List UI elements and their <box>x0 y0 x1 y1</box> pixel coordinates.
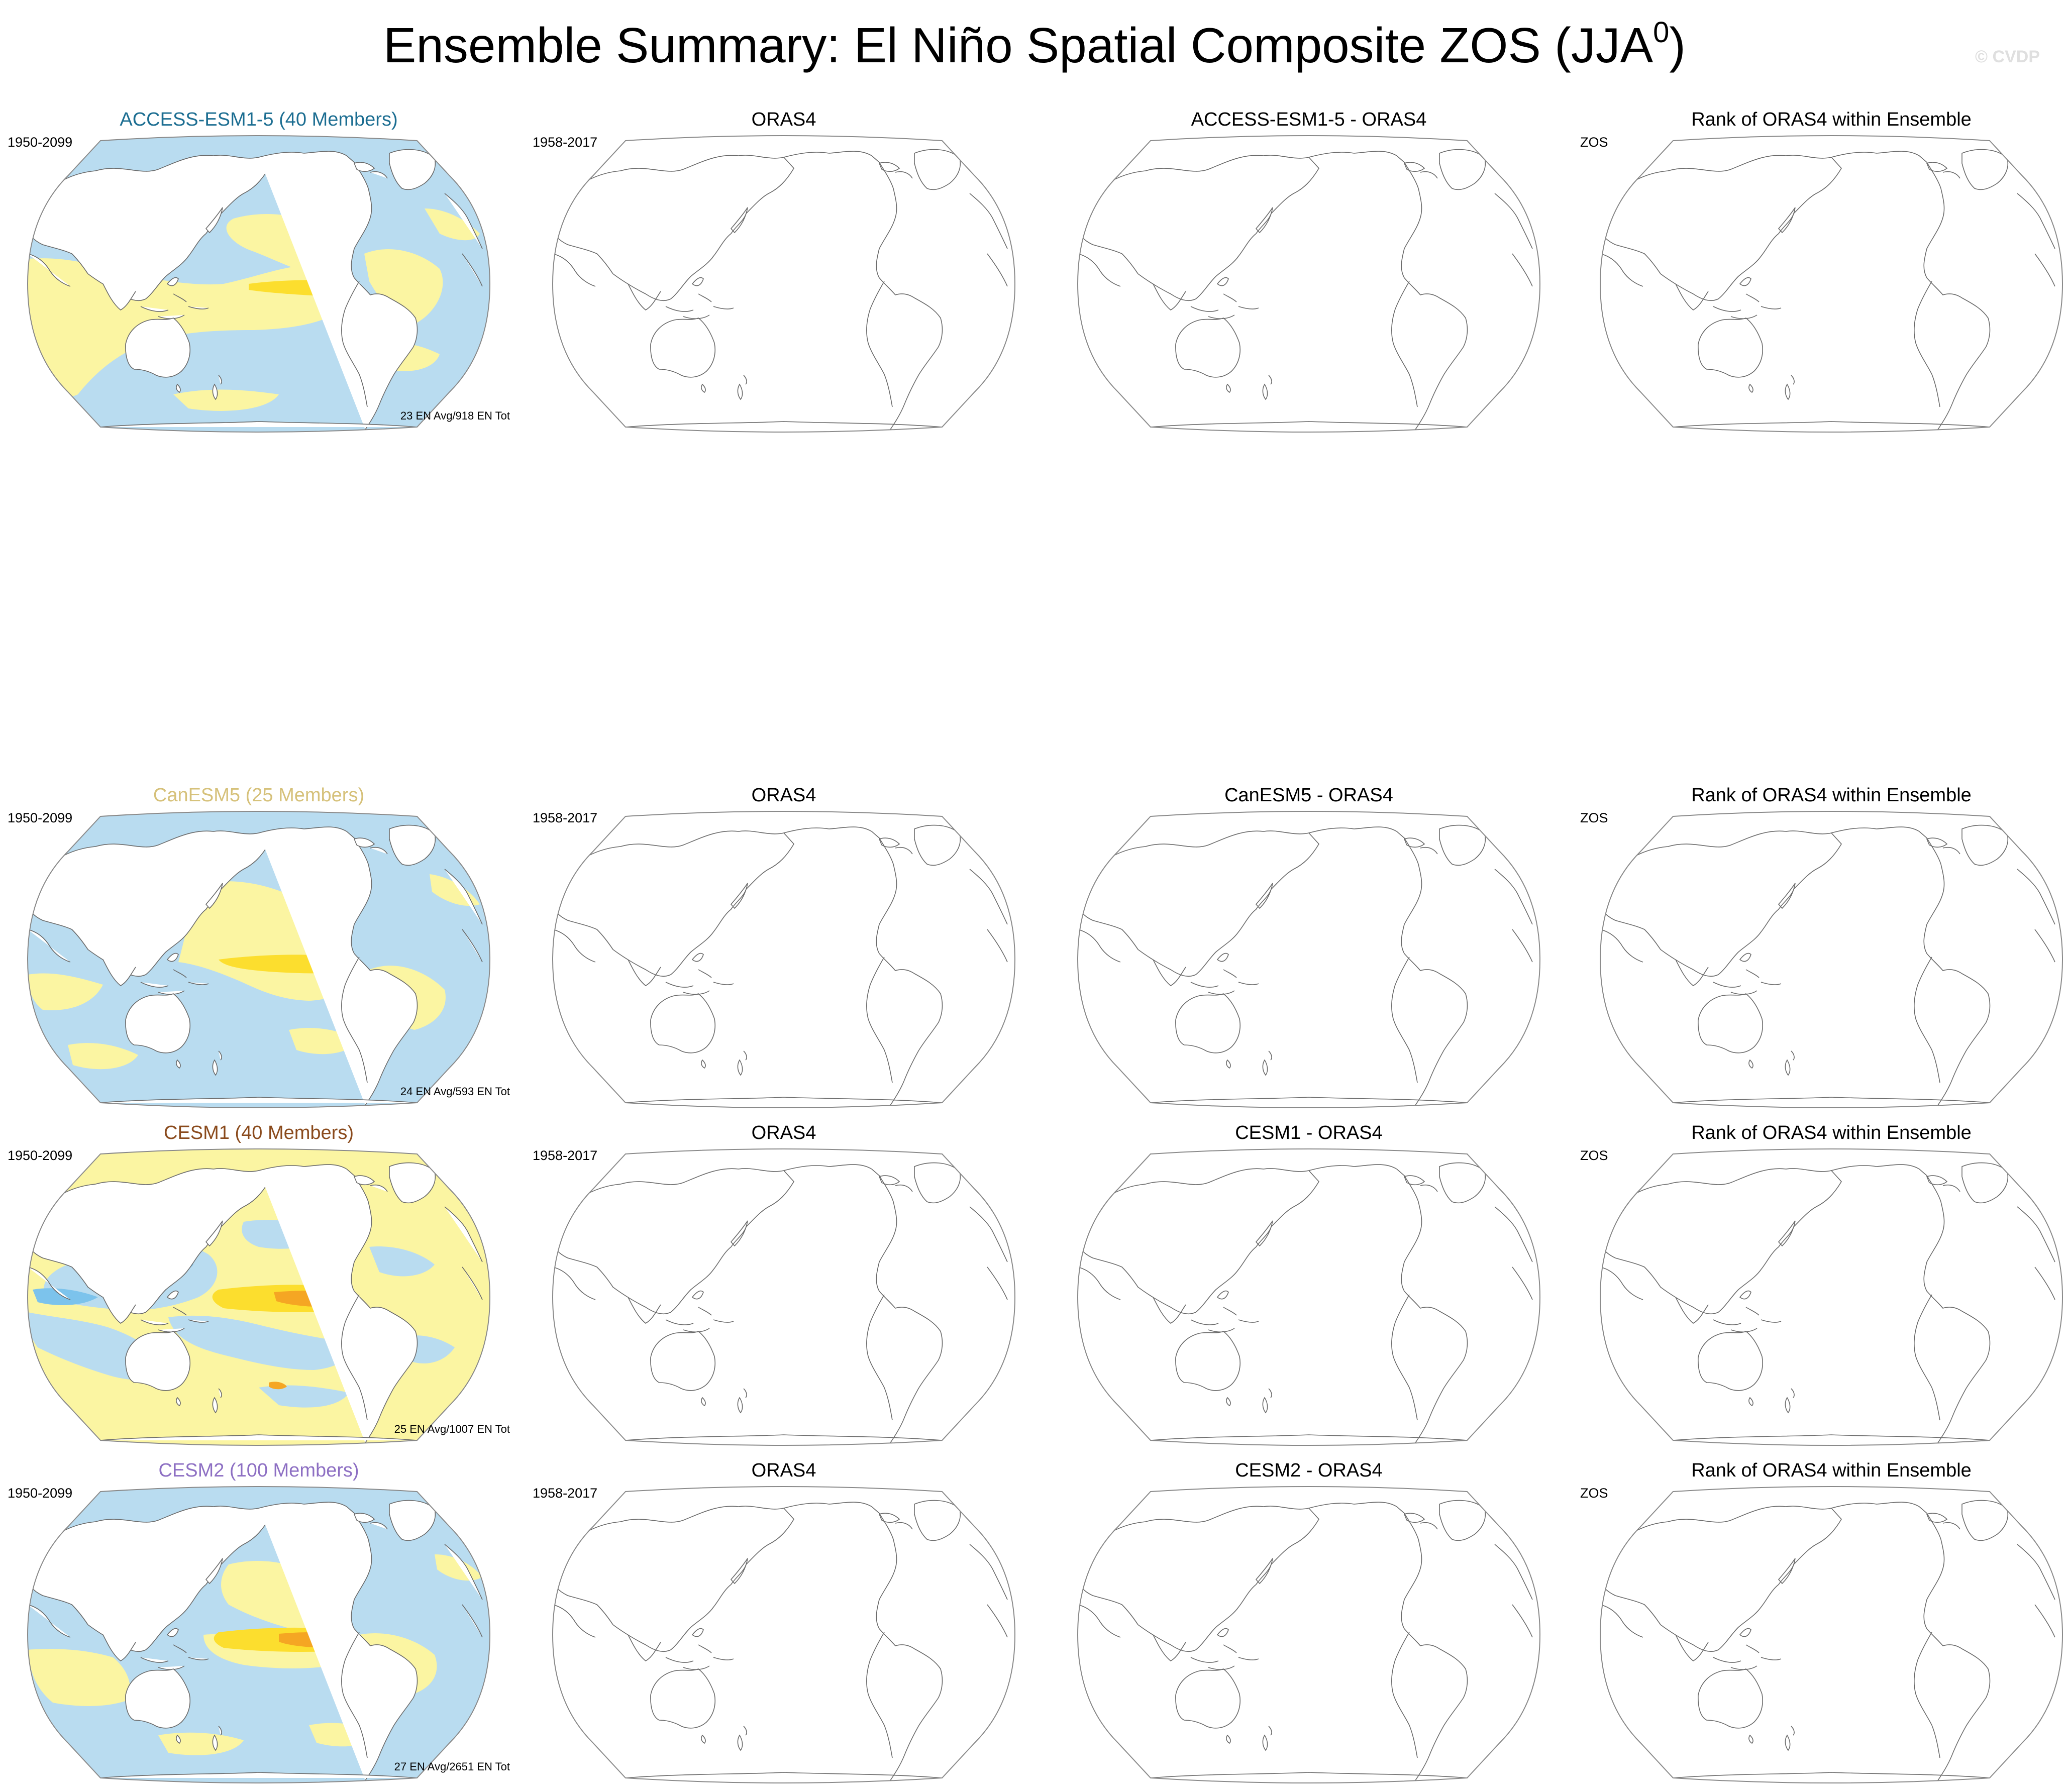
event-count: 24 EN Avg/593 EN Tot <box>400 1085 510 1098</box>
panel-title: Rank of ORAS4 within Ensemble <box>1691 785 1972 806</box>
event-count: 27 EN Avg/2651 EN Tot <box>394 1760 510 1773</box>
panel-title: Rank of ORAS4 within Ensemble <box>1691 1460 1972 1481</box>
cvdp-watermark: © CVDP <box>1975 47 2040 66</box>
panel-variable: ZOS <box>1580 810 1608 825</box>
map-panel-diff: CESM1 - ORAS4 <box>1058 1121 1560 1448</box>
panel-title: Rank of ORAS4 within Ensemble <box>1691 1122 1972 1143</box>
map-border <box>27 1148 491 1446</box>
panel-period: 1958-2017 <box>533 135 598 150</box>
map-border <box>552 1148 1016 1446</box>
coastlines <box>1600 1162 2055 1443</box>
coastlines <box>1600 1500 2055 1781</box>
map-border <box>27 1486 491 1783</box>
panel-title: CanESM5 (25 Members) <box>153 785 365 806</box>
coastlines <box>1078 1162 1533 1443</box>
map-panel-model: CESM1 (40 Members) 1950-2099 25 EN Avg/100… <box>8 1121 510 1448</box>
world-map <box>1077 135 1541 433</box>
panel-title: CESM1 (40 Members) <box>164 1122 354 1143</box>
map-panel-rank: Rank of ORAS4 within Ensemble ZOS <box>1580 784 2069 1110</box>
map-border <box>27 135 491 433</box>
figure-title-superscript: 0 <box>1653 16 1670 49</box>
coastlines <box>553 149 1008 430</box>
world-map <box>1077 1148 1541 1446</box>
map-border <box>552 811 1016 1108</box>
event-count: 25 EN Avg/1007 EN Tot <box>394 1423 510 1435</box>
world-map <box>1599 1486 2063 1783</box>
world-map <box>27 1148 491 1446</box>
panel-period: 1958-2017 <box>533 1486 598 1501</box>
coastlines <box>1078 1500 1533 1781</box>
panel-title: ACCESS-ESM1-5 - ORAS4 <box>1191 109 1427 130</box>
map-panel-diff: CanESM5 - ORAS4 <box>1058 784 1560 1110</box>
panel-title: CanESM5 - ORAS4 <box>1224 785 1393 806</box>
map-panel-rank: Rank of ORAS4 within Ensemble ZOS <box>1580 108 2069 435</box>
panel-period: 1958-2017 <box>533 810 598 825</box>
world-map <box>27 811 491 1108</box>
map-panel-diff: CESM2 - ORAS4 <box>1058 1459 1560 1785</box>
world-map <box>552 135 1016 433</box>
panel-period: 1950-2099 <box>8 1148 73 1163</box>
map-panel-model: ACCESS-ESM1-5 (40 Members) 1950-2099 23 EN… <box>8 108 510 435</box>
figure-title-end: ) <box>1669 18 1686 73</box>
map-panel-obs: ORAS4 1958-2017 <box>533 108 1035 435</box>
panel-variable: ZOS <box>1580 135 1608 150</box>
map-border <box>552 135 1016 433</box>
world-map <box>1599 811 2063 1108</box>
panel-variable: ZOS <box>1580 1148 1608 1163</box>
world-map <box>1599 1148 2063 1446</box>
world-map <box>1599 135 2063 433</box>
world-map <box>1077 811 1541 1108</box>
coastlines <box>1078 824 1533 1106</box>
panel-period: 1950-2099 <box>8 1486 73 1501</box>
map-panel-rank: Rank of ORAS4 within Ensemble ZOS <box>1580 1459 2069 1785</box>
panel-title: Rank of ORAS4 within Ensemble <box>1691 109 1972 130</box>
panel-period: 1958-2017 <box>533 1148 598 1163</box>
coastlines <box>1600 149 2055 430</box>
coastlines <box>553 824 1008 1106</box>
world-map <box>552 1486 1016 1783</box>
map-panel-diff: ACCESS-ESM1-5 - ORAS4 <box>1058 108 1560 435</box>
map-panel-obs: ORAS4 1958-2017 <box>533 1459 1035 1785</box>
world-map <box>1077 1486 1541 1783</box>
map-border <box>1599 811 2063 1108</box>
world-map <box>552 811 1016 1108</box>
world-map <box>27 135 491 433</box>
world-map <box>27 1486 491 1783</box>
map-panel-model: CESM2 (100 Members) 1950-2099 27 EN Avg/26… <box>8 1459 510 1785</box>
coastlines <box>1600 824 2055 1106</box>
coastlines <box>553 1162 1008 1443</box>
panel-title: ORAS4 <box>751 109 816 130</box>
coastlines <box>553 1500 1008 1781</box>
event-count: 23 EN Avg/918 EN Tot <box>400 409 510 422</box>
map-panel-obs: ORAS4 1958-2017 <box>533 784 1035 1110</box>
panel-period: 1950-2099 <box>8 810 73 825</box>
map-panel-model: CanESM5 (25 Members) 1950-2099 24 EN Avg/5… <box>8 784 510 1110</box>
map-border <box>1077 1486 1541 1783</box>
map-panel-rank: Rank of ORAS4 within Ensemble ZOS <box>1580 1121 2069 1448</box>
map-panel-obs: ORAS4 1958-2017 <box>533 1121 1035 1448</box>
map-border <box>1077 1148 1541 1446</box>
panel-title: CESM2 (100 Members) <box>158 1460 359 1481</box>
panel-period: 1950-2099 <box>8 135 73 150</box>
map-border <box>1077 135 1541 433</box>
map-border <box>1077 811 1541 1108</box>
empty-row-space <box>0 452 2069 754</box>
panel-title: ORAS4 <box>751 1460 816 1481</box>
figure-title-main: Ensemble Summary: El Niño Spatial Compos… <box>383 18 1653 73</box>
panel-title: ORAS4 <box>751 785 816 806</box>
map-border <box>27 811 491 1108</box>
panel-title: CESM1 - ORAS4 <box>1235 1122 1383 1143</box>
panel-variable: ZOS <box>1580 1486 1608 1501</box>
coastlines <box>1078 149 1533 430</box>
figure-title: Ensemble Summary: El Niño Spatial Compos… <box>0 15 2069 75</box>
panel-title: CESM2 - ORAS4 <box>1235 1460 1383 1481</box>
panel-title: ACCESS-ESM1-5 (40 Members) <box>120 109 398 130</box>
map-border <box>1599 135 2063 433</box>
map-border <box>552 1486 1016 1783</box>
map-border <box>1599 1486 2063 1783</box>
panel-title: ORAS4 <box>751 1122 816 1143</box>
world-map <box>552 1148 1016 1446</box>
map-border <box>1599 1148 2063 1446</box>
